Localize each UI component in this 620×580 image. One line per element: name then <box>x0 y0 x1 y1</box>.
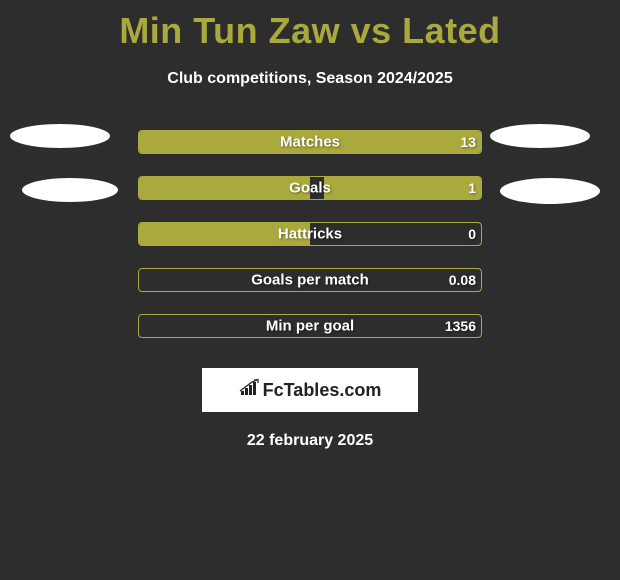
bar-left-fill <box>139 177 310 199</box>
stat-value-right: 13 <box>460 134 476 150</box>
logo-box[interactable]: FcTables.com <box>202 368 418 412</box>
subtitle: Club competitions, Season 2024/2025 <box>0 70 620 88</box>
decorative-oval <box>10 124 110 148</box>
stat-label: Matches <box>280 134 340 151</box>
decorative-oval <box>490 124 590 148</box>
stat-label: Min per goal <box>266 318 354 335</box>
bar-chart-icon <box>239 379 259 402</box>
stat-row: Matches 13 <box>138 130 482 154</box>
stat-value-right: 1356 <box>445 318 476 334</box>
stat-row: Goals per match 0.08 <box>138 268 482 292</box>
stat-label: Goals <box>289 180 331 197</box>
stat-value-right: 0 <box>468 226 476 242</box>
stat-row: Min per goal 1356 <box>138 314 482 338</box>
stat-label: Goals per match <box>251 272 369 289</box>
stat-value-right: 1 <box>468 180 476 196</box>
logo: FcTables.com <box>239 379 382 402</box>
logo-text: FcTables.com <box>263 380 382 401</box>
stat-row: Hattricks 0 <box>138 222 482 246</box>
decorative-oval <box>22 178 118 202</box>
stat-value-right: 0.08 <box>449 272 476 288</box>
bar-right-fill <box>324 177 481 199</box>
date-text: 22 february 2025 <box>0 432 620 450</box>
stat-label: Hattricks <box>278 226 342 243</box>
page-title: Min Tun Zaw vs Lated <box>0 0 620 52</box>
stat-row: Goals 1 <box>138 176 482 200</box>
stats-container: Matches 13 Goals 1 Hattricks 0 Goals per match… <box>0 130 620 338</box>
decorative-oval <box>500 178 600 204</box>
